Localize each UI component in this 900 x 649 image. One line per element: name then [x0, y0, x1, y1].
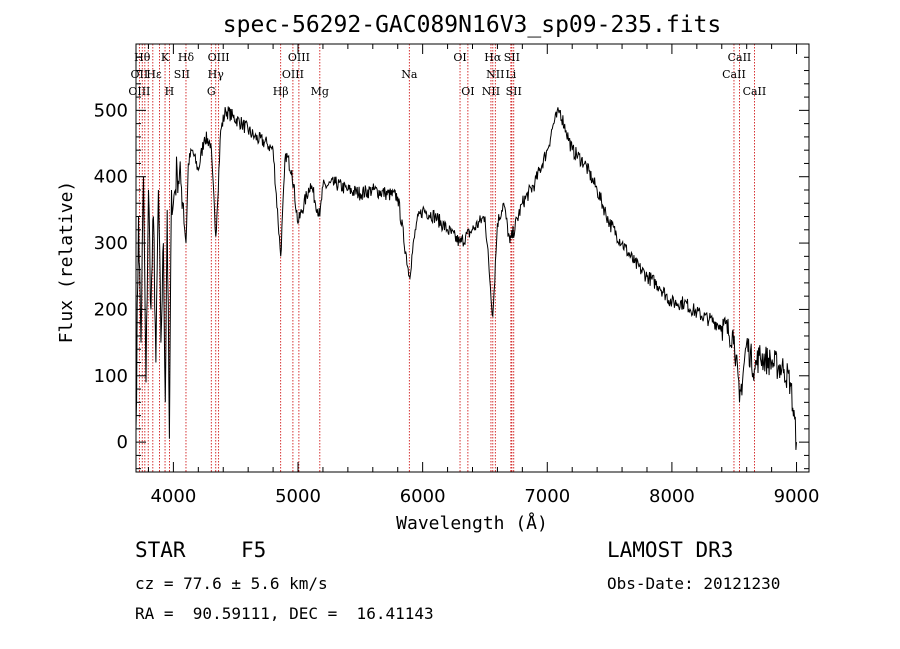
spectral-line-label: OIII	[288, 51, 310, 64]
y-tick-label: 0	[117, 432, 128, 453]
x-axis-label: Wavelength (Å)	[396, 512, 548, 534]
spectral-line-label: Hθ	[134, 51, 151, 64]
x-tick-label: 5000	[275, 486, 321, 507]
spectral-line-label: CaII	[722, 68, 746, 81]
axis-ticks: 4000 5000 6000 7000 8000 9000 0 100 200 300 400 500	[94, 44, 820, 507]
spectral-line-label: CaII	[743, 85, 767, 98]
spectral-marker-lines	[138, 44, 755, 472]
spectral-line-label: Hε	[146, 68, 162, 81]
spectral-line-label: OI	[453, 51, 466, 64]
spectral-line-label: Mg	[311, 85, 329, 98]
spectral-line-label: K	[161, 51, 170, 64]
y-tick-label: 300	[94, 233, 128, 254]
x-tick-label: 6000	[400, 486, 446, 507]
redshift-velocity: cz = 77.6 ± 5.6 km/s	[135, 574, 328, 593]
spectral-line-label: OIII	[282, 68, 304, 81]
spectral-line-label: OII	[131, 68, 149, 81]
y-tick-label: 500	[94, 100, 128, 121]
x-tick-label: 9000	[774, 486, 820, 507]
spectral-line-label: OIII	[208, 51, 230, 64]
spectral-line-label: NII	[482, 85, 500, 98]
sky-coordinates: RA = 90.59111, DEC = 16.41143	[135, 604, 434, 623]
spectral-line-label: NII	[486, 68, 504, 81]
chart-title: spec-56292-GAC089N16V3_sp09-235.fits	[223, 12, 722, 38]
spectrum-series	[135, 106, 797, 450]
spectral-line-label: SII	[506, 85, 522, 98]
spectral-line-label: Hδ	[178, 51, 195, 64]
spectral-line-label: SII	[504, 51, 520, 64]
spectral-line-label: CaII	[728, 51, 752, 64]
object-class: STAR	[135, 538, 186, 562]
x-tick-label: 7000	[524, 486, 570, 507]
observation-date: Obs-Date: 20121230	[607, 574, 781, 593]
x-tick-label: 8000	[649, 486, 695, 507]
spectral-line-label: OIII	[128, 85, 150, 98]
object-subclass: F5	[241, 538, 267, 562]
y-axis-label: Flux (relative)	[56, 181, 77, 344]
spectral-line-label: H	[165, 85, 175, 98]
spectral-line-label: OI	[461, 85, 474, 98]
spectral-line-label: Na	[401, 68, 418, 81]
y-tick-label: 100	[94, 366, 128, 387]
y-tick-label: 200	[94, 299, 128, 320]
spectral-line-label: Hγ	[208, 68, 225, 81]
spectral-line-label: Hα	[484, 51, 502, 64]
y-tick-label: 400	[94, 167, 128, 188]
survey-name: LAMOST DR3	[607, 538, 734, 562]
series-flux	[135, 106, 797, 450]
spectral-line-label: SII	[174, 68, 190, 81]
spectral-line-label: Hβ	[273, 85, 289, 98]
plot-frame	[135, 43, 810, 473]
spectral-line-label: Li	[505, 68, 516, 81]
spectral-line-label: G	[207, 85, 216, 98]
x-tick-label: 4000	[150, 486, 196, 507]
